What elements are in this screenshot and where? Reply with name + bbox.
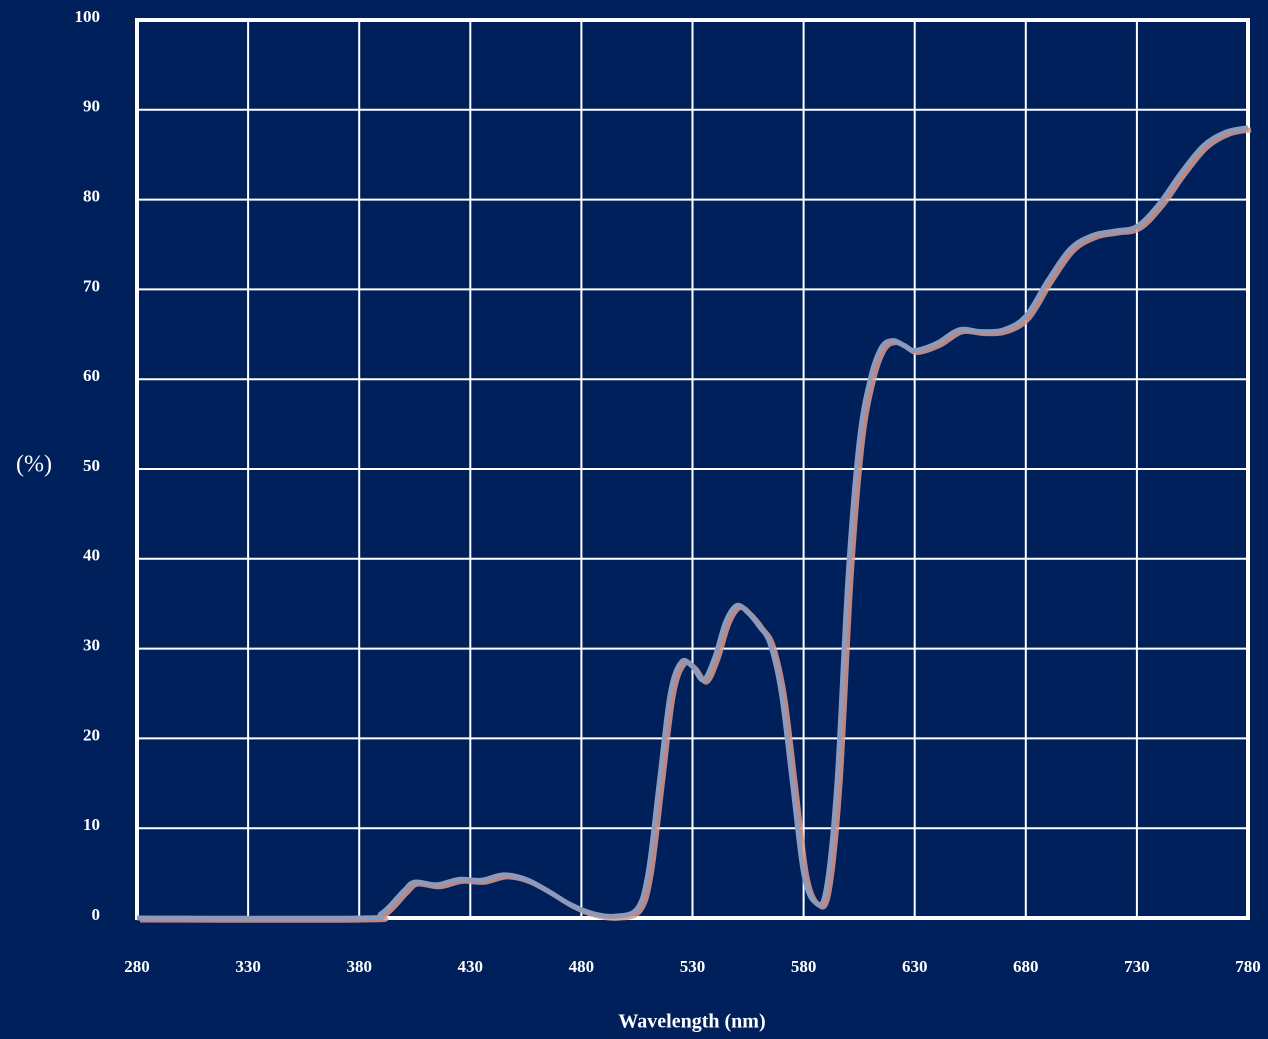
y-tick-label: 80	[83, 187, 100, 206]
x-tick-label: 680	[1013, 957, 1039, 976]
x-tick-label: 280	[124, 957, 150, 976]
x-tick-label: 380	[346, 957, 372, 976]
y-tick-label: 50	[83, 456, 100, 475]
x-tick-label: 780	[1235, 957, 1261, 976]
x-axis-label: Wavelength (nm)	[618, 1011, 765, 1033]
y-tick-label: 70	[83, 276, 100, 295]
y-tick-label: 100	[75, 7, 101, 26]
x-tick-label: 580	[791, 957, 817, 976]
line	[136, 125, 1249, 921]
y-axis-label: (%)	[16, 452, 52, 478]
x-tick-label: 630	[902, 957, 928, 976]
x-tick-label: 730	[1124, 957, 1150, 976]
y-tick-label: 0	[92, 905, 101, 924]
x-tick-label: 430	[458, 957, 484, 976]
plot-border	[135, 18, 1250, 920]
y-tick-label: 10	[83, 815, 100, 834]
y-tick-label: 20	[83, 725, 100, 744]
x-tick-label: 330	[235, 957, 261, 976]
y-tick-label: 60	[83, 366, 100, 385]
y-tick-label: 30	[83, 636, 100, 655]
y-tick-label: 90	[83, 97, 100, 116]
x-tick-label: 530	[680, 957, 706, 976]
x-tick-label: 480	[569, 957, 595, 976]
y-tick-label: 40	[83, 546, 100, 565]
